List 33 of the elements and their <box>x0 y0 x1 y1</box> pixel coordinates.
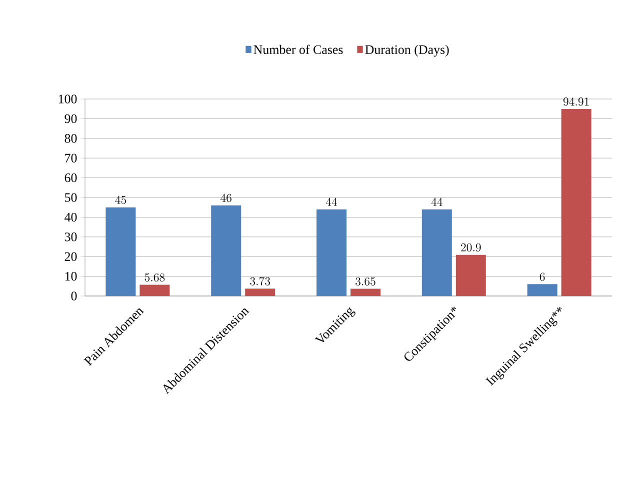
data-label: 46 <box>220 194 232 202</box>
y-tick-label: 50 <box>65 193 77 202</box>
bar <box>422 209 452 296</box>
y-tick-label: 80 <box>64 134 77 143</box>
y-tick-label: 90 <box>64 114 77 124</box>
bar <box>527 284 558 296</box>
data-label: 5.68 <box>144 273 165 282</box>
bar <box>245 288 276 296</box>
bar <box>456 254 486 296</box>
legend-label: Number of Cases <box>254 44 343 54</box>
data-label: 6 <box>540 272 545 281</box>
y-tick-label: 0 <box>71 292 77 300</box>
bar <box>561 109 592 296</box>
data-label: 44 <box>326 198 338 206</box>
y-tick-label: 100 <box>58 94 77 104</box>
y-tick-label: 60 <box>64 173 77 182</box>
y-tick-label: 20 <box>64 252 77 261</box>
legend-label: Duration (Days) <box>365 44 449 57</box>
y-tick-label: 10 <box>65 272 77 281</box>
y-tick-label: 40 <box>64 212 77 222</box>
bar <box>316 209 347 296</box>
data-label: 3.65 <box>356 277 376 286</box>
bar <box>140 284 170 296</box>
data-label: 94.91 <box>563 97 589 106</box>
data-label: 20.9 <box>461 243 481 252</box>
bar <box>106 207 136 296</box>
y-tick-label: 30 <box>64 232 77 242</box>
data-label: 45 <box>115 196 126 204</box>
bar <box>211 205 242 296</box>
y-tick-label: 70 <box>65 154 77 162</box>
bar <box>350 288 380 296</box>
data-label: 44 <box>431 198 442 206</box>
data-label: 3.73 <box>250 277 270 286</box>
